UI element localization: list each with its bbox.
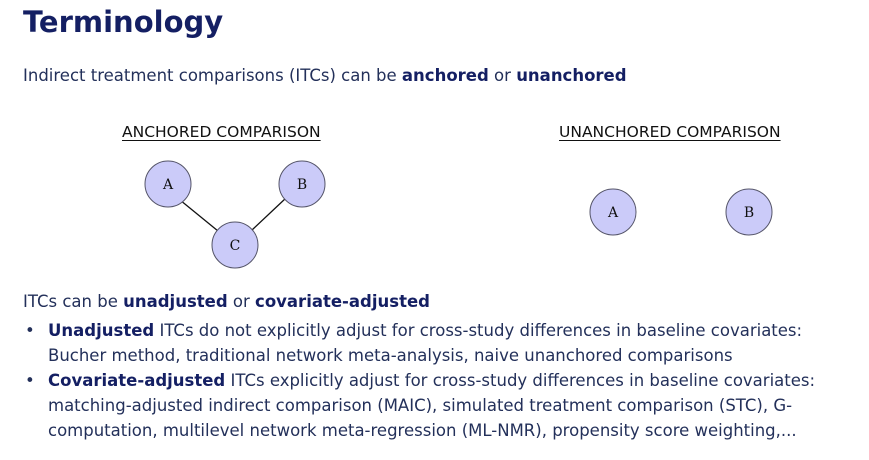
node-a-label: A [162, 177, 174, 193]
bullet-text: ITCs do not explicitly adjust for cross-… [48, 321, 803, 365]
term-anchored: anchored [401, 66, 489, 85]
term-covariate-adjusted: covariate-adjusted [255, 292, 430, 311]
node-c: C [211, 221, 259, 269]
node-b: B [725, 188, 773, 236]
list-item: • Unadjusted ITCs do not explicitly adjus… [23, 318, 853, 368]
node-a-label: A [607, 205, 619, 221]
page-title: Terminology [23, 5, 224, 39]
list-item: • Covariate-adjusted ITCs explicitly adju… [23, 368, 853, 443]
term-unadjusted: unadjusted [123, 292, 228, 311]
node-b-label: B [297, 177, 307, 193]
node-b-label: B [744, 205, 754, 221]
adjustment-text: ITCs can be unadjusted or covariate-adju… [23, 292, 430, 311]
node-a: A [589, 188, 637, 236]
bullet-term: Covariate-adjusted [48, 371, 226, 390]
bullet-term: Unadjusted [48, 321, 155, 340]
anchored-heading: ANCHORED COMPARISON [122, 123, 321, 141]
unanchored-heading: UNANCHORED COMPARISON [559, 123, 781, 141]
bullet-marker: • [25, 321, 35, 340]
intro-middle: or [488, 66, 517, 85]
adjustment-prefix: ITCs can be [23, 292, 124, 311]
intro-text: Indirect treatment comparisons (ITCs) ca… [23, 66, 627, 85]
edge-b-c [251, 197, 287, 231]
bullet-marker: • [25, 371, 35, 390]
bullet-list: • Unadjusted ITCs do not explicitly adjus… [23, 318, 853, 443]
node-c-label: C [230, 238, 241, 254]
term-unanchored: unanchored [516, 66, 627, 85]
node-b: B [278, 160, 326, 208]
node-a: A [144, 160, 192, 208]
edge-a-c [179, 199, 219, 232]
anchored-diagram: A B C [144, 160, 326, 269]
bullet-text: ITCs explicitly adjust for cross-study d… [48, 371, 816, 440]
adjustment-middle: or [227, 292, 256, 311]
intro-prefix: Indirect treatment comparisons (ITCs) ca… [23, 66, 402, 85]
unanchored-diagram: A B [589, 188, 773, 236]
